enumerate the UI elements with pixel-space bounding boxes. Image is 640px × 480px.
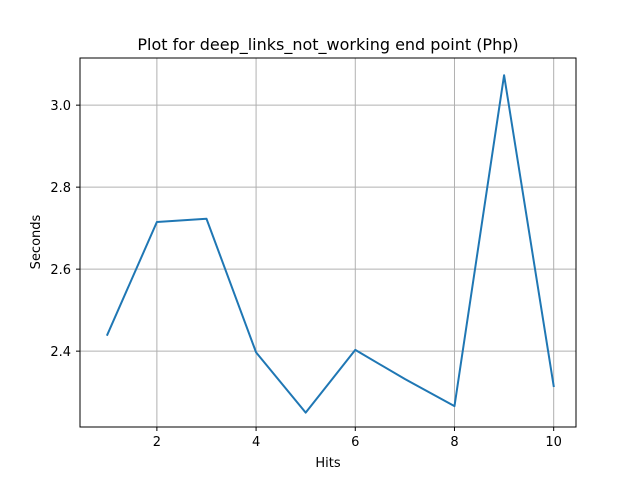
series-line	[105, 74, 555, 414]
y-tick-label: 2.4	[50, 345, 71, 360]
axis-ticks: 2 4 6 8 10 2.4 2.6 2.8 3.0	[50, 99, 562, 450]
y-tick-label: 2.8	[50, 181, 71, 196]
grid-lines	[80, 58, 576, 427]
y-tick-label: 3.0	[50, 99, 71, 114]
chart-title: Plot for deep_links_not_working end poin…	[137, 35, 518, 55]
plot-area	[80, 58, 576, 427]
x-tick-label: 10	[545, 435, 562, 450]
y-axis-label: Seconds	[29, 214, 44, 269]
x-tick-label: 8	[450, 435, 458, 450]
x-tick-label: 2	[153, 435, 161, 450]
x-tick-label: 6	[351, 435, 359, 450]
series-layer	[105, 74, 555, 414]
x-tick-label: 4	[252, 435, 260, 450]
plot-frame	[79, 57, 577, 428]
x-axis-label: Hits	[315, 456, 340, 471]
y-tick-label: 2.6	[50, 263, 71, 278]
